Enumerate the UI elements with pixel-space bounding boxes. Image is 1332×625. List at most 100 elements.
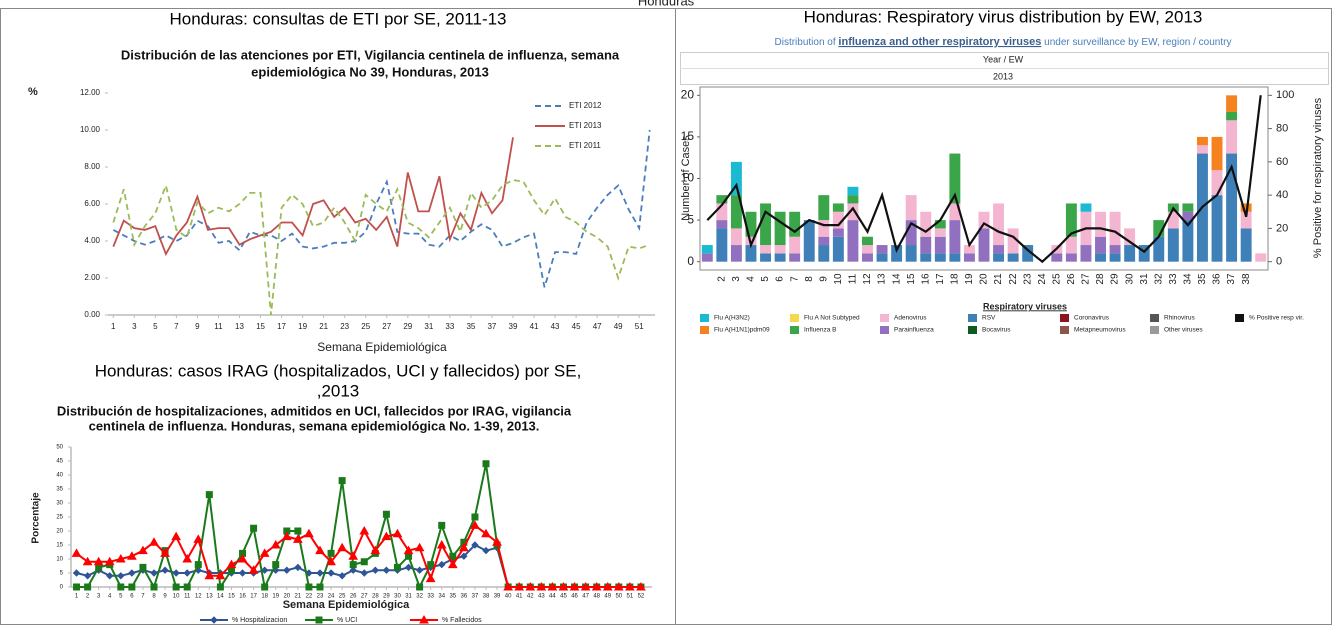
x-tick-label: 25 <box>1051 273 1062 285</box>
legend-label: % Positive resp vir. <box>1249 315 1304 322</box>
bar-segment <box>789 253 801 262</box>
point-marker <box>360 558 368 566</box>
legend-label: ETI 2011 <box>569 141 601 150</box>
x-tick-label: 8 <box>152 594 156 600</box>
x-tick-label: 49 <box>604 594 611 600</box>
bar-segment <box>934 253 946 262</box>
legend-title: Respiratory viruses <box>983 301 1067 311</box>
bar-segment <box>1226 111 1238 121</box>
x-tick-label: 16 <box>920 273 931 285</box>
bar-segment <box>963 245 975 254</box>
point-marker <box>405 552 413 560</box>
legend-label: Bocavirus <box>982 327 1011 334</box>
x-tick-label: 26 <box>350 594 357 600</box>
bar-segment <box>1167 228 1179 262</box>
legend-swatch <box>790 314 799 322</box>
point-marker <box>449 552 457 560</box>
y-tick-label: 20 <box>56 529 63 535</box>
bar-segment <box>1211 195 1223 262</box>
bar-segment <box>1080 203 1092 212</box>
point-marker <box>536 581 547 591</box>
point-marker <box>419 614 429 624</box>
point-marker <box>84 583 92 591</box>
series-line <box>112 137 514 257</box>
x-tick-label: 10 <box>833 273 844 285</box>
chart-title: epidemiológica No 39, Honduras, 2013 <box>251 64 489 79</box>
bar-segment <box>920 211 932 237</box>
x-tick-label: 34 <box>1183 273 1194 285</box>
subtitle-link[interactable]: influenza and other respiratory viruses <box>838 36 1041 48</box>
x-tick-label: 29 <box>383 594 390 600</box>
point-marker <box>360 569 368 577</box>
y-tick-label: 2.00 <box>84 273 100 282</box>
bar-segment <box>1182 220 1194 262</box>
y2-tick-label: 60 <box>1276 156 1288 168</box>
point-marker <box>425 573 436 583</box>
bar-segment <box>832 236 844 262</box>
x-tick-label: 3 <box>731 276 742 282</box>
panel-title: Honduras: consultas de ETI por SE, 2011-… <box>169 9 506 28</box>
point-marker <box>104 556 115 566</box>
bar-segment <box>818 236 830 246</box>
panel-title: Honduras: casos IRAG (hospitalizados, UC… <box>95 361 582 380</box>
x-tick-label: 22 <box>306 594 313 600</box>
x-tick-label: 45 <box>560 594 567 600</box>
x-tick-label: 36 <box>461 594 468 600</box>
bar-segment <box>993 245 1005 254</box>
bar-segment <box>1124 228 1136 246</box>
bar-segment <box>1095 253 1106 262</box>
x-tick-label: 16 <box>239 594 246 600</box>
y-tick-label: 8.00 <box>84 162 100 171</box>
bar-segment <box>993 203 1005 246</box>
x-tick-label: 49 <box>614 322 623 331</box>
bar-segment <box>716 228 728 262</box>
point-marker <box>294 563 302 572</box>
bar-segment <box>760 203 771 246</box>
x-tick-label: 6 <box>130 594 134 600</box>
point-marker <box>115 553 126 563</box>
point-marker <box>193 534 204 543</box>
point-marker <box>436 539 447 549</box>
bar-segment <box>862 245 873 254</box>
point-marker <box>95 563 103 571</box>
panel-title: ,2013 <box>317 381 360 400</box>
x-tick-label: 14 <box>217 594 224 600</box>
point-marker <box>248 565 259 574</box>
bar-segment <box>1065 236 1077 254</box>
bar-segment <box>760 245 771 254</box>
point-marker <box>381 531 392 541</box>
point-marker <box>259 548 270 557</box>
bar-segment <box>1007 228 1019 254</box>
x-tick-label: 17 <box>277 322 286 331</box>
bar-segment <box>876 245 888 254</box>
x-tick-label: 3 <box>132 322 137 331</box>
bar-segment <box>818 195 830 221</box>
x-tick-label: 35 <box>1197 273 1208 285</box>
bar-segment <box>978 211 990 229</box>
bar-segment <box>818 220 830 237</box>
bar-segment <box>1240 228 1252 262</box>
bar-segment <box>949 153 961 204</box>
point-marker <box>636 581 646 591</box>
x-tick-label: 17 <box>250 594 257 600</box>
legend-label: % UCI <box>337 617 357 624</box>
y2-tick-label: 40 <box>1276 189 1288 201</box>
series-line <box>112 179 650 316</box>
point-marker <box>293 534 303 543</box>
x-tick-label: 4 <box>746 276 757 282</box>
x-tick-label: 25 <box>339 594 346 600</box>
point-marker <box>525 581 536 591</box>
x-tick-label: 33 <box>1168 273 1179 285</box>
bar-segment <box>832 203 844 212</box>
legend-label: Flu A Not Subtyped <box>804 315 860 322</box>
y-tick-label: 6.00 <box>84 199 100 208</box>
point-marker <box>403 545 414 555</box>
y-axis-label: Number of Cases <box>680 135 692 221</box>
point-marker <box>393 563 401 571</box>
bar-segment <box>1095 211 1106 237</box>
point-marker <box>316 569 324 577</box>
x-tick-label: 19 <box>298 322 307 331</box>
point-marker <box>210 616 218 624</box>
bar-segment <box>949 203 961 221</box>
point-marker <box>547 581 558 591</box>
